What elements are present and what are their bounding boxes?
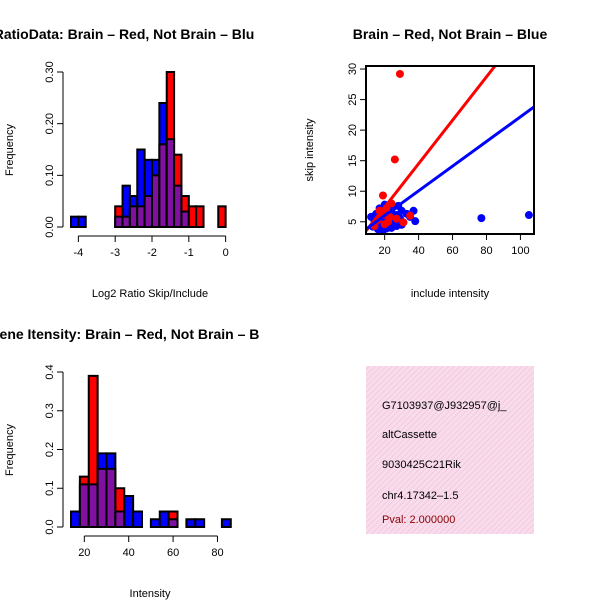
x-tick-label-2-2: 60 (167, 547, 179, 559)
y-tick-label-2-2: 0.2 (44, 442, 56, 457)
chart-title-scatter: Brain – Red, Not Brain – Blue (353, 26, 548, 42)
bar-overlap-0-15 (180, 210, 190, 228)
y-tick-label-2-3: 0.3 (44, 403, 56, 418)
scatter-y-tick-label-1: 10 (347, 185, 359, 197)
x-axis-label-scatter: include intensity (411, 288, 490, 300)
axes-ratio: -4 -3 -2 -1 0 0.00 0.10 0.20 0.30 (44, 61, 229, 259)
bar-overlap-0-6 (114, 215, 124, 229)
info-gene-symbol: 9030425C21Rik (382, 459, 461, 471)
bar-overlap-2-2 (87, 483, 99, 528)
bar-overlap-2-11 (167, 518, 179, 528)
regression-lines (366, 66, 534, 232)
scatter-x-tick-label-0: 20 (379, 245, 391, 257)
point-red-8 (392, 214, 401, 223)
bar-2-14 (194, 518, 206, 528)
panel-intensity-scatter: Brain – Red, Not Brain – Blue 20 40 60 80 10… (304, 26, 547, 300)
y-tick-label-0-3: 0.30 (44, 61, 56, 82)
info-location: chr4.17342–1.5 (382, 490, 458, 502)
bar-0-0 (70, 215, 80, 229)
info-pval: Pval: 2.000000 (382, 514, 455, 526)
chart-title-intensity: Gene Itensity: Brain – Red, Not Brain – … (0, 326, 259, 342)
y-axis-label-ratio: Frequency (4, 124, 16, 176)
point-red-1 (390, 155, 399, 164)
scatter-frame (365, 65, 535, 235)
scatter-x-tick-label-1: 40 (412, 245, 424, 257)
fit-line-blue (366, 105, 534, 231)
y-tick-label-2-0: 0.0 (44, 519, 56, 534)
y-tick-label-2-4: 0.4 (44, 364, 56, 379)
bar-2-0 (70, 510, 81, 528)
point-red-13 (384, 217, 393, 226)
bar-overlap-0-11 (151, 174, 161, 228)
histogram-bars-intensity (70, 374, 232, 528)
scatter-y-tick-label-0: 5 (347, 219, 359, 225)
bar-overlap-0-10 (143, 195, 154, 228)
x-tick-label-0-4: 0 (223, 247, 229, 259)
x-tick-label-0-3: -1 (184, 247, 194, 259)
bar-0-20 (217, 205, 227, 228)
bar-overlap-0-7 (121, 215, 131, 229)
scatter-y-tick-label-5: 30 (347, 63, 359, 75)
scatter-x-tick-label-2: 60 (446, 245, 458, 257)
bar-overlap-2-5 (114, 510, 126, 528)
bar-overlap-2-1 (78, 483, 90, 528)
panel-ratio-histogram: RatioData: Brain – Red, Not Brain – Blu … (0, 26, 254, 300)
panel-info-box: G7103937@J932957@j_ altCassette 9030425C… (366, 366, 534, 534)
bar-overlap-2-3 (96, 467, 108, 528)
bar-overlap-0-14 (173, 184, 183, 229)
point-red-0 (395, 69, 404, 78)
y-tick-label-0-0: 0.00 (44, 216, 56, 237)
bar-overlap-0-12 (158, 143, 168, 228)
y-tick-label-0-1: 0.10 (44, 165, 56, 186)
x-tick-label-0-1: -3 (110, 247, 120, 259)
bar-2-7 (132, 510, 144, 528)
point-red-2 (378, 191, 387, 200)
bar-2-17 (220, 518, 232, 528)
bar-2-13 (185, 518, 197, 528)
bar-0-17 (195, 205, 205, 228)
x-tick-label-2-0: 20 (78, 547, 90, 559)
histogram-bars-ratio (70, 71, 227, 229)
bar-0-16 (187, 205, 198, 228)
scatter-x-tick-label-3: 80 (480, 245, 492, 257)
point-red-14 (406, 211, 415, 220)
chart-title-ratio: RatioData: Brain – Red, Not Brain – Blu (0, 26, 254, 42)
bar-0-1 (77, 215, 87, 229)
y-axis-label-intensity: Frequency (4, 424, 16, 476)
point-red-9 (399, 218, 408, 227)
x-tick-label-2-3: 80 (211, 547, 223, 559)
x-tick-label-0-0: -4 (73, 247, 83, 259)
bar-overlap-0-8 (128, 205, 139, 228)
fit-line-red (366, 66, 497, 232)
x-axis-label-intensity: Intensity (130, 588, 171, 600)
y-axis-label-scatter: skip intensity (304, 118, 316, 181)
point-blue-27 (524, 211, 533, 220)
bar-2-10 (158, 510, 170, 528)
info-gene-id: G7103937@J932957@j_ (382, 400, 507, 412)
panel-intensity-histogram: Gene Itensity: Brain – Red, Not Brain – … (0, 326, 259, 600)
axes-intensity: 20 40 60 80 0.0 0.1 0.2 0.3 0.4 (44, 364, 224, 559)
info-box-background (366, 366, 534, 534)
y-tick-label-2-1: 0.1 (44, 481, 56, 496)
point-blue-26 (477, 214, 486, 223)
bar-overlap-0-9 (136, 205, 146, 228)
info-event-type: altCassette (382, 429, 437, 441)
scatter-y-tick-label-3: 20 (347, 124, 359, 136)
scatter-x-tick-label-4: 100 (511, 245, 529, 257)
bar-2-9 (149, 518, 161, 528)
bar-overlap-2-4 (105, 467, 117, 528)
x-tick-label-2-1: 40 (123, 547, 135, 559)
x-tick-label-0-2: -2 (147, 247, 157, 259)
scatter-y-tick-label-2: 15 (347, 155, 359, 167)
bar-overlap-0-13 (165, 138, 176, 229)
x-axis-label-ratio: Log2 Ratio Skip/Include (92, 288, 208, 300)
bar-2-6 (123, 495, 135, 528)
scatter-y-tick-label-4: 25 (347, 93, 359, 105)
y-tick-label-0-2: 0.20 (44, 113, 56, 134)
